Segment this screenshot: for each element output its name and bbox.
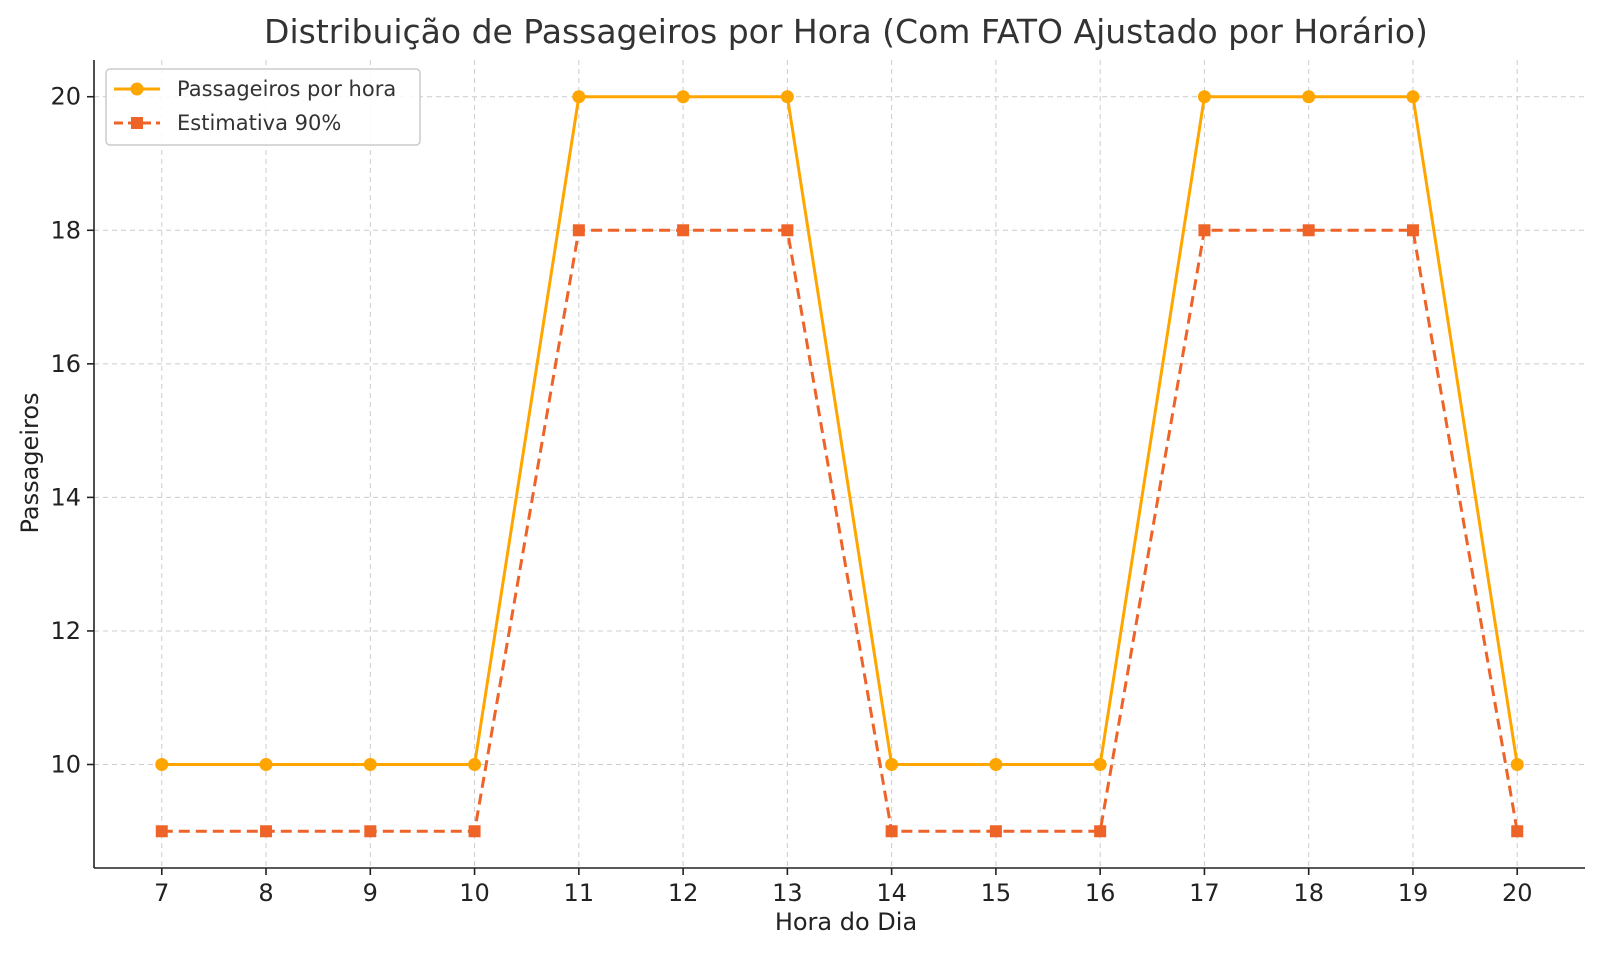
y-tick-label: 12: [50, 617, 81, 645]
data-point-square: [1406, 224, 1419, 237]
y-tick-label: 18: [50, 216, 81, 244]
x-tick-label: 7: [154, 879, 169, 907]
x-tick-label: 20: [1502, 879, 1533, 907]
y-tick-label: 14: [50, 483, 81, 511]
data-point-circle: [1406, 90, 1420, 104]
data-point-square: [781, 224, 794, 237]
data-point-square: [1302, 224, 1315, 237]
data-point-square: [572, 224, 585, 237]
x-tick-label: 19: [1398, 879, 1429, 907]
data-point-circle: [885, 757, 899, 771]
chart-title: Distribuição de Passageiros por Hora (Co…: [264, 12, 1428, 51]
x-tick-label: 10: [459, 879, 490, 907]
data-point-circle: [1093, 757, 1107, 771]
data-point-square: [468, 825, 481, 838]
x-tick-label: 15: [981, 879, 1012, 907]
data-point-square: [1511, 825, 1524, 838]
x-tick-label: 16: [1085, 879, 1116, 907]
data-point-circle: [1197, 90, 1211, 104]
y-axis-label: Passageiros: [16, 392, 44, 533]
series-line-2: [161, 228, 1519, 833]
data-point-circle: [468, 757, 482, 771]
x-axis-label: Hora do Dia: [775, 908, 917, 936]
legend-marker-circle: [130, 82, 144, 96]
x-tick-label: 12: [668, 879, 699, 907]
x-tick-label: 13: [772, 879, 803, 907]
data-point-circle: [1510, 757, 1524, 771]
data-point-circle: [1302, 90, 1316, 104]
data-point-square: [885, 825, 898, 838]
data-point-circle: [259, 757, 273, 771]
series-layer: [155, 90, 1524, 838]
x-tick-label: 8: [258, 879, 273, 907]
legend: Passageiros por hora Estimativa 90%: [105, 68, 421, 146]
x-tick-label: 9: [363, 879, 378, 907]
legend-frame: [105, 68, 421, 146]
ticks: 7 8 9 10 11 12 13 14 15 16 17 18 19 20 10 12 14 16 18 20: [50, 83, 1532, 907]
data-point-square: [260, 825, 273, 838]
data-point-square: [1198, 224, 1211, 237]
x-tick-label: 18: [1293, 879, 1324, 907]
data-point-square: [155, 825, 168, 838]
data-point-circle: [676, 90, 690, 104]
data-point-circle: [780, 90, 794, 104]
axes: [93, 60, 1585, 869]
data-point-square: [1094, 825, 1107, 838]
x-tick-label: 14: [876, 879, 907, 907]
data-point-square: [364, 825, 377, 838]
data-point-circle: [155, 757, 169, 771]
data-point-circle: [363, 757, 377, 771]
legend-label-1: Passageiros por hora: [177, 77, 396, 101]
legend-label-2: Estimativa 90%: [177, 111, 341, 135]
y-tick-label: 10: [50, 750, 81, 778]
series-line-1: [161, 95, 1519, 766]
data-point-square: [989, 825, 1002, 838]
legend-marker-square: [131, 117, 143, 129]
x-tick-label: 17: [1189, 879, 1220, 907]
data-point-circle: [572, 90, 586, 104]
x-tick-label: 11: [564, 879, 595, 907]
data-point-square: [677, 224, 690, 237]
y-tick-label: 16: [50, 350, 81, 378]
grid: [94, 60, 1585, 868]
y-tick-label: 20: [50, 83, 81, 111]
data-point-circle: [989, 757, 1003, 771]
